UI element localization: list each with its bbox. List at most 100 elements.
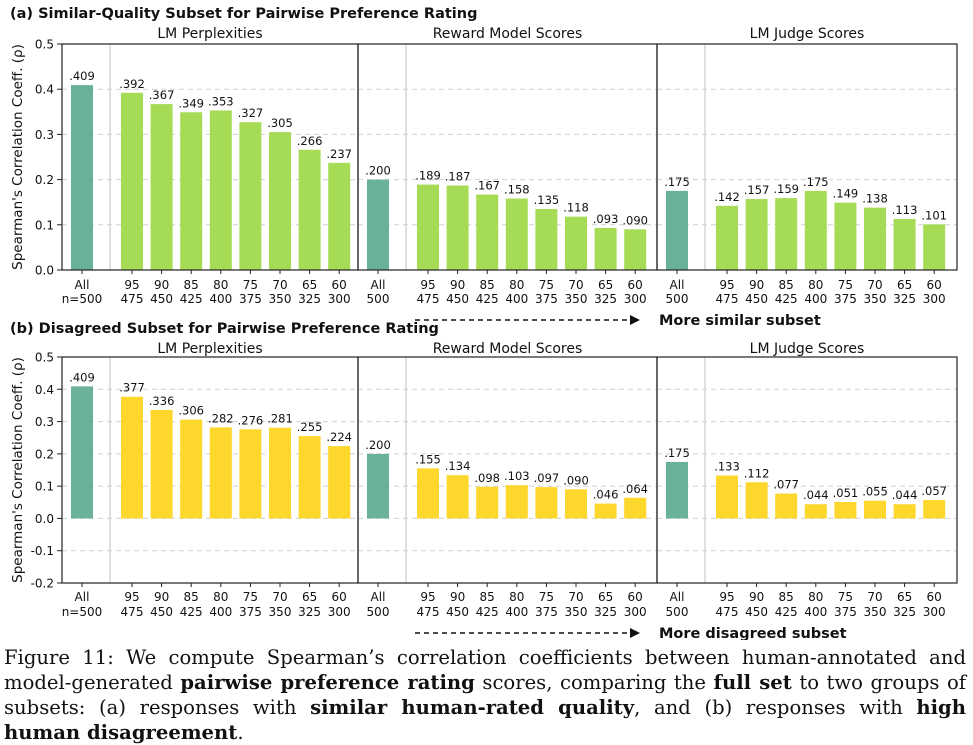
bar-b-p1-7	[298, 436, 321, 519]
x-tick-label-bottom-a-p1-6: 350	[269, 292, 292, 306]
x-tick-label-top-a-p2-4: 80	[509, 278, 524, 292]
caption-text-1: Figure 11: We compute Spearman’s correla…	[4, 646, 966, 694]
bar-label-a-p3-8: .101	[921, 208, 947, 222]
bar-a-p2-0	[367, 179, 389, 270]
y-axis-label-a: Spearman's Correlation Coeff. (ρ)	[10, 44, 26, 270]
bar-b-p2-6	[565, 489, 587, 519]
x-tick-label-bottom-b-p3-0: 500	[666, 605, 689, 619]
bar-label-a-p1-2: .367	[149, 88, 175, 102]
bar-a-p2-5	[535, 208, 558, 270]
y-tick-label-b-4: 0.2	[35, 447, 54, 461]
y-tick-label-a-4: 0.4	[35, 83, 54, 97]
bar-b-p2-4	[505, 485, 528, 519]
x-tick-label-top-b-p1-1: 95	[124, 590, 139, 604]
bar-a-p2-2	[446, 185, 469, 270]
x-tick-label-bottom-a-p1-1: 475	[121, 292, 144, 306]
x-tick-label-top-a-p3-0: All	[670, 278, 685, 292]
row-title-b: (b) Disagreed Subset for Pairwise Prefer…	[10, 321, 439, 337]
bar-label-b-p1-0: .409	[69, 370, 95, 384]
bar-label-b-p2-8: .064	[622, 482, 648, 496]
panel-frame-b-p3	[656, 356, 958, 584]
x-tick-label-bottom-b-p2-2: 450	[446, 605, 469, 619]
bar-a-p1-5	[239, 122, 262, 270]
bar-label-a-p1-0: .409	[69, 69, 95, 83]
figure-svg: (a) Similar-Quality Subset for Pairwise …	[10, 6, 958, 640]
bar-label-b-p2-5: .097	[534, 471, 560, 485]
bar-label-a-p2-0: .200	[365, 164, 391, 178]
bar-a-p1-7	[298, 149, 321, 270]
bar-b-p1-0	[71, 386, 93, 519]
row-title-a: (a) Similar-Quality Subset for Pairwise …	[10, 6, 477, 22]
x-tick-label-top-b-p3-5: 75	[838, 590, 853, 604]
x-tick-label-top-b-p3-6: 70	[867, 590, 882, 604]
caption-bold-2: full set	[713, 671, 792, 694]
trend-arrow-label-b: More disagreed subset	[659, 626, 847, 640]
x-tick-label-bottom-a-p1-5: 375	[239, 292, 262, 306]
x-tick-label-bottom-b-p2-7: 325	[594, 605, 617, 619]
trend-arrow-label-a: More similar subset	[659, 313, 821, 329]
x-tick-label-top-a-p1-6: 70	[272, 278, 287, 292]
trend-arrow-head-a	[630, 315, 640, 325]
x-tick-label-top-a-p2-7: 65	[598, 278, 613, 292]
bar-b-p1-3	[180, 419, 203, 519]
x-tick-label-top-a-p2-0: All	[371, 278, 386, 292]
x-tick-label-top-b-p1-2: 90	[154, 590, 169, 604]
x-tick-label-bottom-a-p3-1: 475	[716, 292, 739, 306]
bar-b-p1-2	[150, 409, 173, 519]
y-tick-label-a-5: 0.5	[35, 38, 54, 52]
bar-label-a-p1-6: .305	[267, 116, 293, 130]
bar-b-p3-3	[775, 493, 798, 519]
x-tick-label-top-a-p3-3: 85	[779, 278, 794, 292]
bar-label-a-p3-0: .175	[664, 175, 690, 189]
x-tick-label-top-b-p1-6: 70	[272, 590, 287, 604]
y-tick-label-b-3: 0.1	[35, 480, 54, 494]
bar-b-p3-0	[666, 461, 688, 519]
bar-b-p3-8	[923, 500, 946, 519]
x-tick-label-top-b-p3-0: All	[670, 590, 685, 604]
bar-a-p3-5	[834, 202, 857, 270]
x-tick-label-bottom-a-p3-2: 450	[745, 292, 768, 306]
bar-a-p1-6	[269, 132, 291, 270]
bar-label-a-p1-1: .392	[119, 77, 145, 91]
bar-label-b-p3-3: .077	[773, 478, 799, 492]
caption-bold-3: similar human-rated quality	[310, 696, 635, 719]
x-tick-label-bottom-b-p3-5: 375	[834, 605, 857, 619]
x-tick-label-top-b-p3-3: 85	[779, 590, 794, 604]
bar-label-a-p2-2: .187	[445, 169, 471, 183]
bar-b-p2-3	[476, 486, 499, 519]
x-tick-label-bottom-a-p1-4: 400	[209, 292, 232, 306]
bar-a-p1-2	[150, 104, 173, 270]
caption-text-3: to two groups of subsets: (a) responses …	[4, 671, 967, 719]
bar-label-b-p1-7: .255	[297, 420, 323, 434]
x-tick-label-bottom-b-p3-6: 350	[864, 605, 887, 619]
bar-label-a-p1-5: .327	[238, 106, 264, 120]
bar-a-p1-3	[180, 112, 203, 270]
x-tick-label-bottom-b-p3-3: 425	[775, 605, 798, 619]
bar-label-a-p3-5: .149	[833, 187, 859, 201]
x-tick-label-bottom-b-p1-8: 300	[328, 605, 351, 619]
x-tick-label-bottom-b-p3-7: 325	[893, 605, 916, 619]
bar-b-p2-5	[535, 487, 558, 519]
bar-label-a-p3-3: .159	[773, 182, 799, 196]
bar-b-p2-7	[594, 503, 617, 519]
panel-title-a-p2: Reward Model Scores	[433, 26, 583, 42]
x-tick-label-top-a-p3-5: 75	[838, 278, 853, 292]
y-tick-label-a-2: 0.2	[35, 173, 54, 187]
x-tick-label-top-b-p1-0: All	[75, 590, 90, 604]
bar-b-p1-8	[328, 446, 351, 519]
caption-text-2: scores, comparing the	[474, 671, 714, 694]
bar-a-p2-3	[476, 194, 499, 270]
x-tick-label-top-a-p2-3: 85	[480, 278, 495, 292]
bar-label-b-p3-1: .133	[714, 459, 740, 473]
x-tick-label-top-b-p2-0: All	[371, 590, 386, 604]
x-tick-label-bottom-a-p3-7: 325	[893, 292, 916, 306]
x-tick-label-top-a-p1-1: 95	[124, 278, 139, 292]
x-tick-label-bottom-b-p2-6: 350	[565, 605, 588, 619]
x-tick-label-bottom-b-p2-4: 400	[505, 605, 528, 619]
bar-a-p1-8	[328, 162, 351, 270]
bar-a-p2-1	[417, 184, 439, 270]
x-tick-label-bottom-b-p3-8: 300	[923, 605, 946, 619]
x-tick-label-top-b-p2-8: 60	[628, 590, 643, 604]
x-tick-label-bottom-b-p1-6: 350	[269, 605, 292, 619]
x-tick-label-bottom-a-p2-0: 500	[367, 292, 390, 306]
